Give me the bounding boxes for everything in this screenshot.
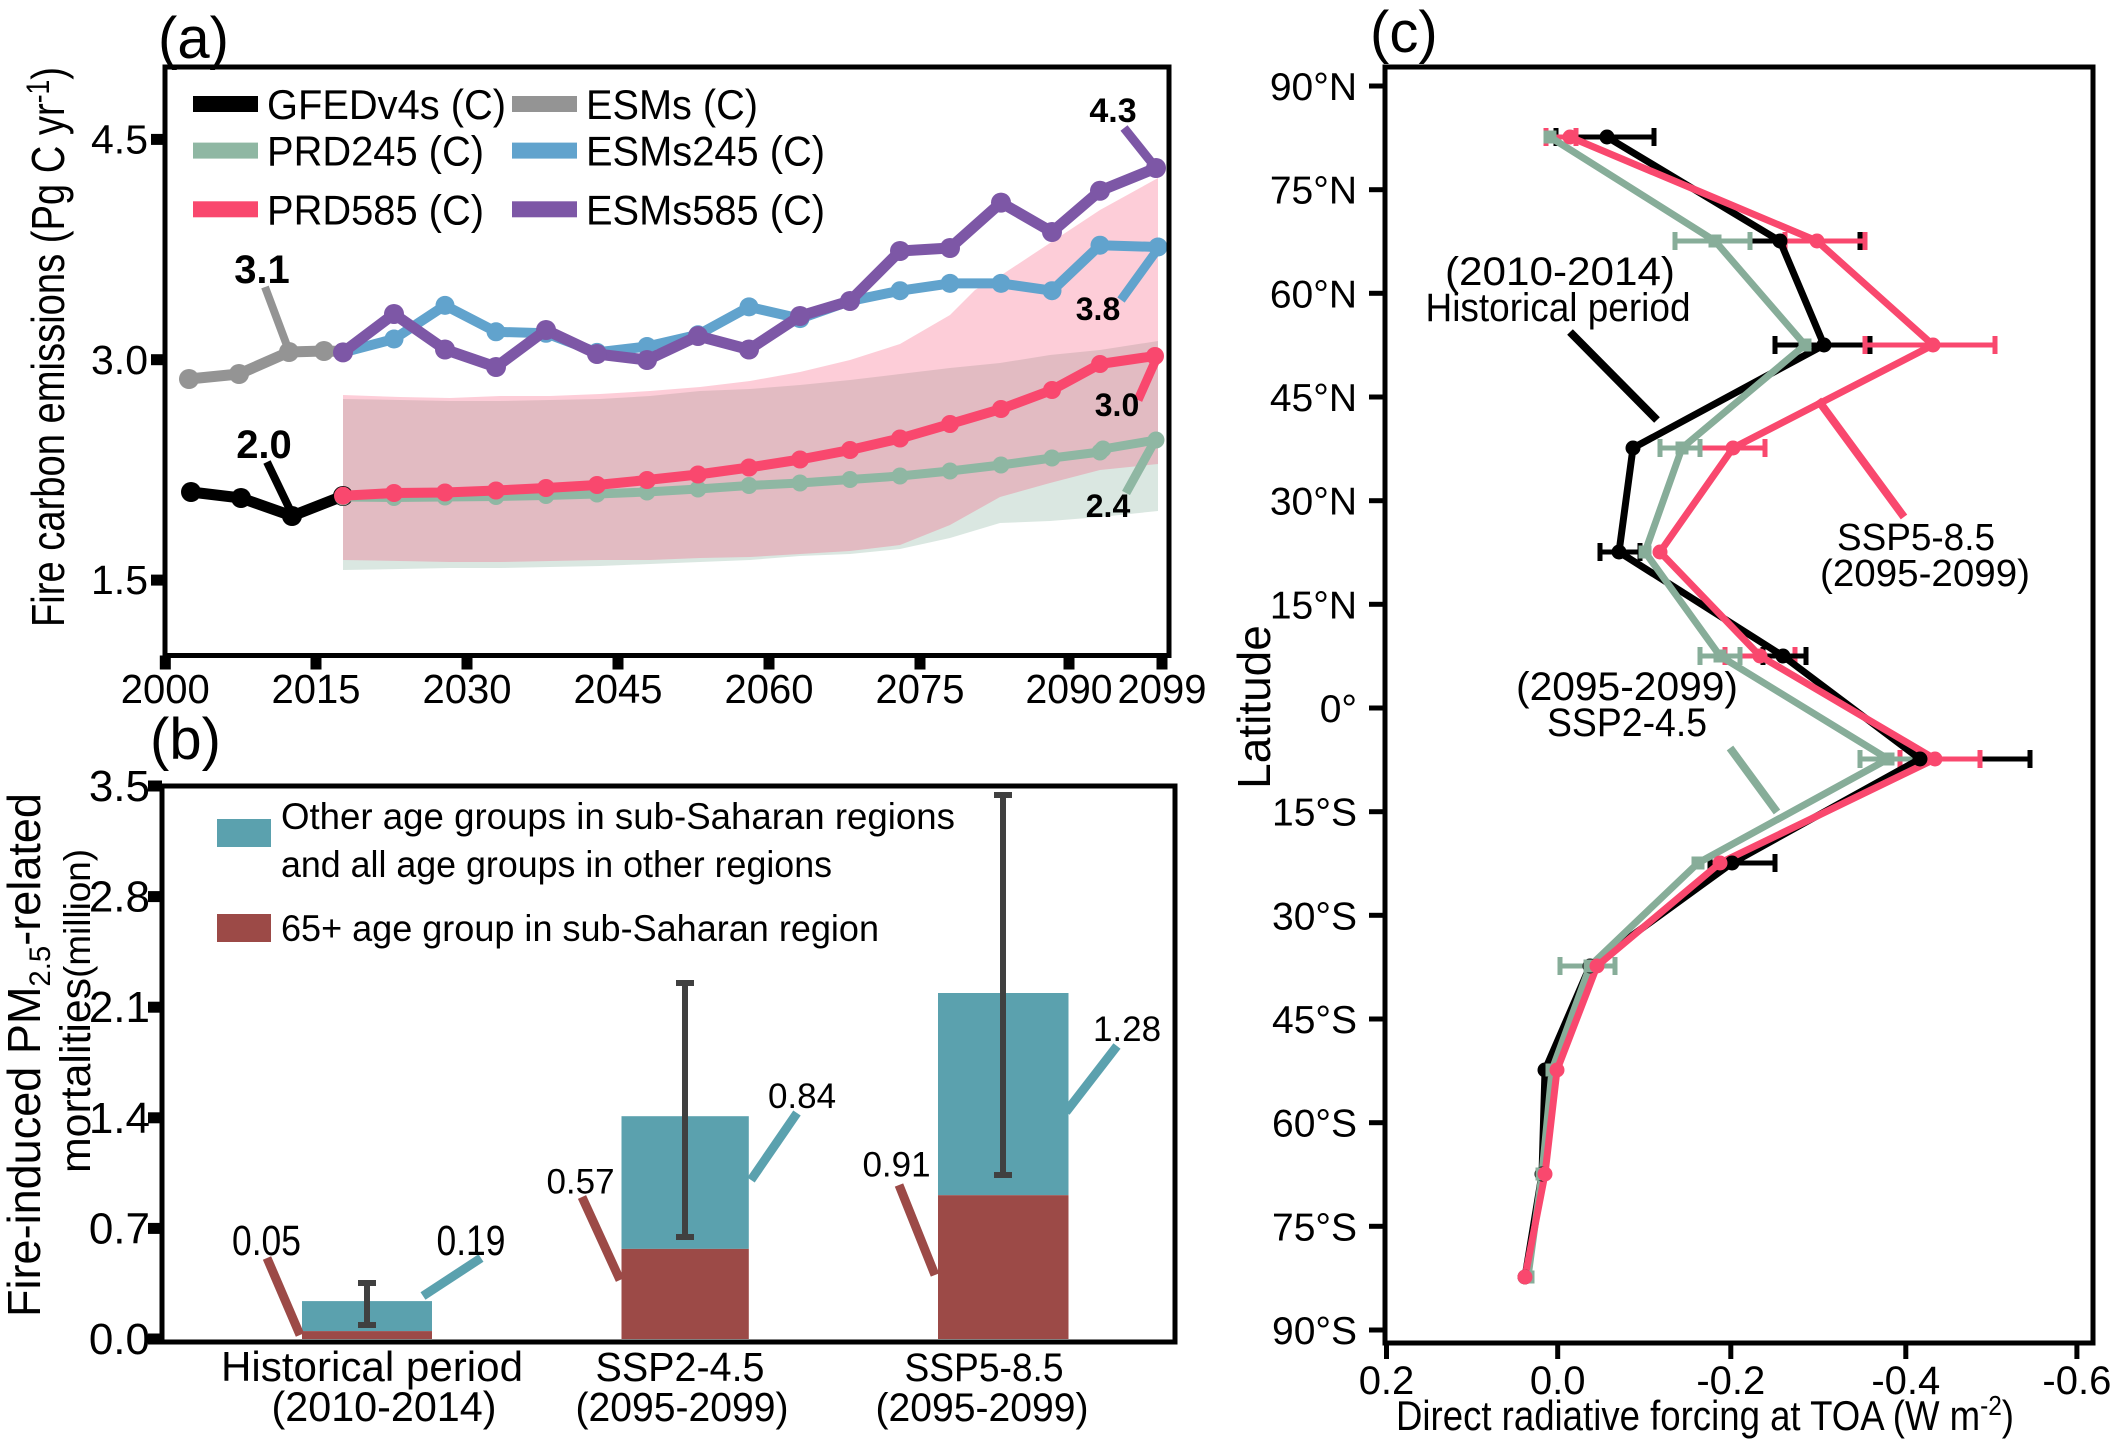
svg-text:4.3: 4.3 [1089, 92, 1136, 130]
svg-text:15°N: 15°N [1270, 584, 1357, 627]
svg-text:SSP2-4.5: SSP2-4.5 [596, 1344, 765, 1390]
svg-text:3.0: 3.0 [1095, 387, 1139, 423]
svg-text:0.2: 0.2 [1359, 1359, 1415, 1403]
svg-text:(2095-2099): (2095-2099) [876, 1386, 1089, 1430]
svg-text:1.28: 1.28 [1093, 1010, 1161, 1049]
svg-text:Historical period: Historical period [221, 1343, 523, 1390]
svg-text:30°S: 30°S [1272, 895, 1357, 938]
svg-text:SSP2-4.5: SSP2-4.5 [1547, 701, 1707, 745]
svg-text:0.05: 0.05 [232, 1217, 301, 1265]
svg-text:45°S: 45°S [1272, 999, 1357, 1042]
svg-text:4.5: 4.5 [91, 116, 148, 162]
svg-text:SSP5-8.5: SSP5-8.5 [1837, 517, 1995, 559]
svg-text:0.0: 0.0 [1530, 1359, 1586, 1403]
svg-text:-0.6: -0.6 [2042, 1359, 2111, 1403]
svg-text:2045: 2045 [574, 666, 663, 712]
svg-text:Fire-induced PM2.5-related: Fire-induced PM2.5-related [0, 793, 57, 1317]
svg-text:(2095-2099): (2095-2099) [1516, 665, 1738, 709]
svg-text:-0.4: -0.4 [1871, 1359, 1940, 1403]
svg-text:1.4: 1.4 [89, 1094, 150, 1143]
svg-text:3.8: 3.8 [1076, 291, 1120, 327]
svg-text:(2010-2014): (2010-2014) [1445, 250, 1675, 294]
svg-text:Latitude: Latitude [1228, 625, 1280, 789]
svg-text:and all age groups in other re: and all age groups in other regions [281, 844, 832, 885]
svg-text:Direct radiative forcing at TO: Direct radiative forcing at TOA (W m-2) [1396, 1390, 2014, 1439]
svg-text:1.5: 1.5 [91, 557, 148, 603]
svg-text:ESMs585 (C): ESMs585 (C) [586, 186, 825, 233]
svg-text:mortalities(million): mortalities(million) [52, 849, 100, 1173]
svg-text:2.1: 2.1 [89, 983, 150, 1032]
svg-text:0.19: 0.19 [437, 1217, 506, 1265]
svg-text:0.57: 0.57 [546, 1163, 614, 1202]
svg-text:15°S: 15°S [1272, 792, 1357, 835]
svg-text:2.0: 2.0 [236, 423, 292, 467]
svg-text:PRD245 (C): PRD245 (C) [267, 128, 484, 175]
svg-text:0.91: 0.91 [862, 1146, 930, 1185]
svg-text:2075: 2075 [876, 666, 965, 712]
svg-text:2015: 2015 [272, 666, 361, 712]
svg-text:3.5: 3.5 [89, 762, 150, 811]
svg-text:Historical period: Historical period [1426, 286, 1691, 330]
svg-text:3.1: 3.1 [234, 248, 290, 292]
svg-text:ESMs245 (C): ESMs245 (C) [586, 128, 825, 175]
svg-text:-0.2: -0.2 [1696, 1359, 1765, 1403]
svg-text:0°: 0° [1320, 688, 1357, 731]
svg-text:SSP5-8.5: SSP5-8.5 [905, 1346, 1064, 1390]
svg-text:45°N: 45°N [1270, 377, 1357, 420]
svg-text:ESMs (C): ESMs (C) [586, 81, 758, 128]
svg-text:(b): (b) [150, 707, 221, 772]
svg-text:2.4: 2.4 [1086, 488, 1131, 524]
svg-text:(2010-2014): (2010-2014) [272, 1383, 497, 1430]
svg-text:90°N: 90°N [1270, 66, 1357, 109]
svg-text:(2095-2099): (2095-2099) [1820, 553, 2030, 595]
svg-text:2030: 2030 [423, 666, 512, 712]
svg-text:2060: 2060 [725, 666, 814, 712]
svg-text:PRD585 (C): PRD585 (C) [267, 186, 484, 233]
svg-text:2099: 2099 [1118, 666, 1207, 712]
svg-text:90°S: 90°S [1272, 1310, 1357, 1353]
svg-text:Other age groups in sub-Sahara: Other age groups in sub-Saharan regions [281, 796, 955, 837]
svg-text:60°S: 60°S [1272, 1103, 1357, 1146]
svg-text:0.0: 0.0 [89, 1315, 150, 1364]
svg-text:0.7: 0.7 [89, 1204, 150, 1253]
svg-text:2090: 2090 [1026, 666, 1113, 712]
svg-text:3.0: 3.0 [91, 337, 148, 383]
svg-text:2000: 2000 [121, 666, 210, 712]
svg-text:0.84: 0.84 [768, 1077, 836, 1116]
svg-text:GFEDv4s (C): GFEDv4s (C) [267, 81, 506, 128]
svg-text:Fire carbon emissions (Pg C yr: Fire carbon emissions (Pg C yr-1) [20, 67, 74, 627]
svg-text:75°S: 75°S [1272, 1206, 1357, 1249]
svg-text:2.8: 2.8 [89, 873, 150, 922]
svg-text:30°N: 30°N [1270, 481, 1357, 524]
svg-text:60°N: 60°N [1270, 273, 1357, 316]
svg-text:(a): (a) [158, 6, 229, 71]
svg-text:(c): (c) [1370, 0, 1438, 65]
svg-text:65+ age group in sub-Saharan r: 65+ age group in sub-Saharan region [281, 908, 879, 949]
svg-text:(2095-2099): (2095-2099) [576, 1384, 789, 1430]
svg-text:75°N: 75°N [1270, 170, 1357, 213]
